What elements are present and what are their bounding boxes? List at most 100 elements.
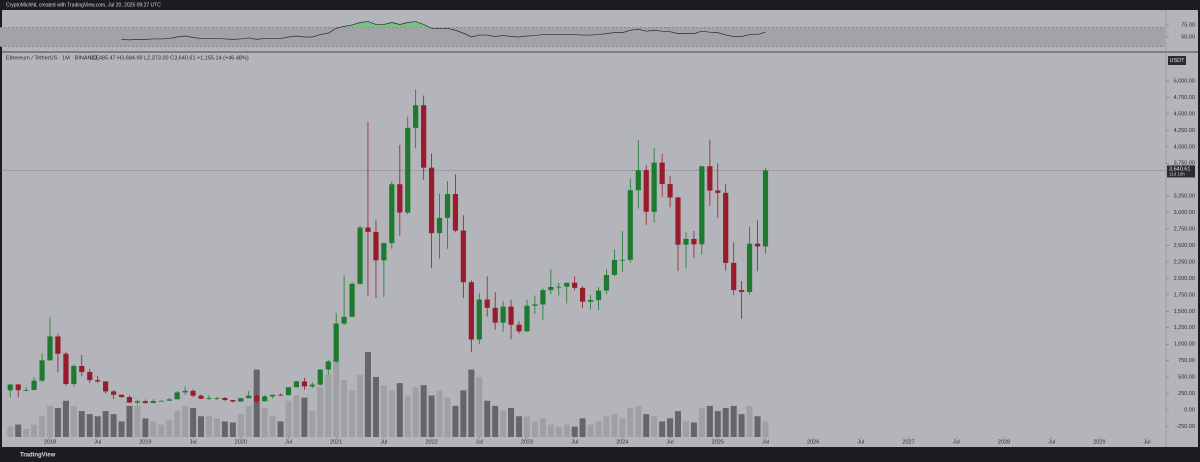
x-tick-label: 2025 [712, 439, 724, 445]
volume-bar [349, 390, 356, 437]
candle-body [675, 197, 681, 245]
volume-bar [118, 421, 125, 437]
x-tick-label: 2021 [330, 439, 342, 445]
y-tick-label: 0.00 [1184, 407, 1195, 413]
volume-bar [182, 405, 189, 437]
x-tick-label: 2029 [1093, 439, 1105, 445]
candle-body [198, 395, 204, 399]
volume-bar [460, 390, 467, 437]
candle-body [723, 192, 729, 263]
candle-body [532, 304, 538, 306]
y-tick-label: 1,250.00 [1174, 325, 1195, 331]
candle-body [484, 299, 490, 308]
volume-bar [293, 395, 300, 437]
candle-body [397, 184, 403, 213]
volume-bar [627, 407, 634, 437]
volume-bar [667, 418, 674, 437]
candle-body [516, 324, 522, 332]
x-tick-label: 2018 [44, 439, 56, 445]
x-tick-label: Jul [953, 439, 960, 445]
candle-body [667, 184, 673, 198]
x-tick-label: Jul [762, 439, 769, 445]
candle-body [166, 399, 172, 401]
volume-bar [166, 420, 173, 437]
y-tick-label: 4,750.00 [1174, 95, 1195, 101]
volume-bar [484, 400, 491, 437]
volume-bar [698, 407, 705, 437]
volume-bar [206, 416, 213, 437]
x-tick-label: Jul [285, 439, 292, 445]
candle-body [214, 397, 220, 399]
candle-body [79, 365, 85, 372]
volume-bar [436, 390, 443, 437]
volume-bar [261, 407, 268, 437]
last-price-box [1167, 165, 1195, 178]
volume-bar [428, 395, 435, 437]
volume-bar [730, 405, 737, 437]
volume-bar [714, 411, 721, 437]
volume-bar [325, 374, 332, 437]
volume-bar [70, 405, 77, 437]
candle-body [158, 400, 164, 402]
rsi-band [0, 27, 1165, 47]
volume-bar [619, 418, 626, 437]
y-tick-label: 750.00 [1178, 358, 1195, 364]
rsi-tick-label: 75.00 [1181, 22, 1195, 28]
candle-body [635, 170, 641, 191]
rsi-line [121, 21, 766, 41]
x-tick-label: Jul [1048, 439, 1055, 445]
candle-body [588, 300, 594, 302]
candle-body [262, 396, 268, 402]
volume-bar [86, 414, 93, 437]
candle-body [39, 360, 45, 381]
volume-bar [468, 369, 475, 437]
candle-body [421, 105, 427, 168]
volume-bar [380, 385, 387, 437]
volume-bar [277, 421, 284, 437]
candle-body [707, 166, 713, 191]
volume-bar [500, 411, 507, 437]
volume-bar [158, 424, 165, 437]
volume-bar [754, 416, 761, 437]
y-tick-label: 1,750.00 [1174, 292, 1195, 298]
rsi-tick-label: 50.00 [1181, 34, 1195, 40]
x-tick-label: 2019 [139, 439, 151, 445]
candle-body [103, 381, 109, 392]
candle-body [500, 306, 506, 323]
volume-bar [174, 411, 181, 437]
candle-body [126, 397, 133, 403]
candle-body [579, 287, 586, 302]
candle-body [683, 238, 689, 245]
candle-body [413, 105, 419, 128]
volume-bar [516, 416, 523, 437]
y-tick-label: 2,000.00 [1174, 276, 1195, 282]
candle-body [405, 127, 411, 213]
volume-bar [388, 390, 395, 437]
x-tick-label: Jul [1144, 439, 1151, 445]
candle-body [746, 243, 753, 293]
candle-body [118, 394, 125, 398]
candle-body [15, 384, 21, 391]
volume-bar [396, 383, 403, 437]
x-tick-label: 2027 [902, 439, 914, 445]
candle-body [301, 381, 308, 387]
x-tick-label: 2028 [998, 439, 1010, 445]
candle-body [206, 398, 212, 399]
candle-body [603, 274, 610, 291]
candle-body [23, 389, 29, 391]
candle-body [150, 401, 156, 404]
volume-bar [269, 416, 276, 437]
candle-body [508, 306, 514, 325]
candle-body [333, 323, 339, 362]
x-tick-label: Jul [190, 439, 197, 445]
candle-body [373, 231, 379, 261]
volume-bar [706, 405, 713, 437]
candle-body [428, 167, 435, 234]
candle-body [111, 391, 117, 395]
candle-body [381, 243, 387, 261]
volume-bar [94, 416, 101, 437]
volume-bar [54, 407, 61, 437]
candle-body [254, 395, 260, 402]
candle-body [349, 283, 355, 317]
